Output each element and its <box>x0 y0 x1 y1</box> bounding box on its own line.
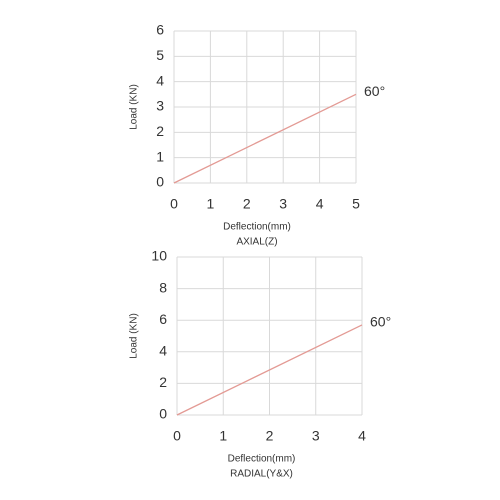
annotation: 60° <box>364 83 385 99</box>
y-tick-label: 10 <box>151 248 167 264</box>
x-tick-label: 1 <box>219 428 227 444</box>
y-tick-label: 3 <box>156 98 164 114</box>
data-line <box>173 93 357 184</box>
y-tick-label: 4 <box>159 343 167 359</box>
annotation: 60° <box>370 314 391 330</box>
y-tick-label: 0 <box>159 406 167 422</box>
x-axis-label: Deflection(mm) <box>228 454 296 465</box>
x-tick-label: 1 <box>207 196 215 212</box>
x-tick-label: 3 <box>279 196 287 212</box>
y-tick-label: 4 <box>156 72 164 88</box>
y-tick-label: 0 <box>156 174 164 190</box>
y-axis-label: Load (KN) <box>129 84 140 130</box>
x-tick-label: 5 <box>352 196 360 212</box>
y-tick-label: 6 <box>159 311 167 327</box>
y-tick-label: 2 <box>156 123 164 139</box>
y-tick-label: 8 <box>159 279 167 295</box>
subtitle: RADIAL(Y&X) <box>230 469 293 480</box>
y-axis-label: Load (KN) <box>129 313 140 359</box>
x-tick-label: 0 <box>170 196 178 212</box>
x-tick-label: 2 <box>243 196 251 212</box>
x-tick-label: 3 <box>312 428 320 444</box>
x-tick-label: 4 <box>358 428 366 444</box>
y-tick-label: 2 <box>159 374 167 390</box>
x-tick-label: 4 <box>316 196 324 212</box>
y-tick-label: 5 <box>156 47 164 63</box>
data-line <box>176 324 363 416</box>
x-axis-label: Deflection(mm) <box>223 222 291 233</box>
y-tick-label: 6 <box>156 22 164 38</box>
subtitle: AXIAL(Z) <box>236 237 277 248</box>
y-tick-label: 1 <box>156 148 164 164</box>
x-tick-label: 0 <box>173 428 181 444</box>
x-tick-label: 2 <box>266 428 274 444</box>
